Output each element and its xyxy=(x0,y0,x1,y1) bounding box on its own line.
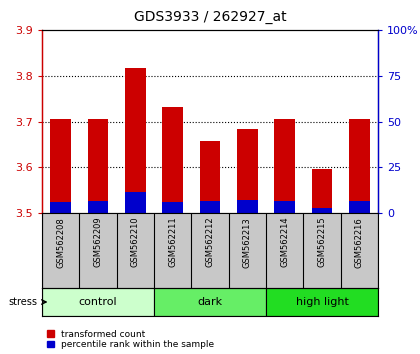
Bar xyxy=(349,201,370,213)
Bar xyxy=(200,201,220,213)
Text: GSM562211: GSM562211 xyxy=(168,217,177,267)
Bar xyxy=(42,288,154,316)
Bar xyxy=(266,288,378,316)
Bar xyxy=(50,119,71,213)
Bar xyxy=(163,107,183,213)
Text: GSM562215: GSM562215 xyxy=(318,217,326,267)
Bar xyxy=(163,202,183,213)
Text: dark: dark xyxy=(197,297,223,307)
Bar xyxy=(200,141,220,213)
Bar xyxy=(312,169,332,213)
Bar xyxy=(349,119,370,213)
Text: GSM562212: GSM562212 xyxy=(205,217,215,267)
Bar xyxy=(88,119,108,213)
Bar xyxy=(274,201,295,213)
Text: GSM562209: GSM562209 xyxy=(94,217,102,267)
Text: GSM562213: GSM562213 xyxy=(243,217,252,268)
Text: GSM562210: GSM562210 xyxy=(131,217,140,267)
Bar xyxy=(125,68,146,213)
Bar xyxy=(274,119,295,213)
Text: stress: stress xyxy=(9,297,38,307)
Bar xyxy=(125,192,146,213)
Text: GDS3933 / 262927_at: GDS3933 / 262927_at xyxy=(134,10,286,24)
Bar xyxy=(154,288,266,316)
Bar xyxy=(88,201,108,213)
Bar xyxy=(237,200,257,213)
Bar xyxy=(312,209,332,213)
Text: high light: high light xyxy=(296,297,349,307)
Text: GSM562208: GSM562208 xyxy=(56,217,65,268)
Text: GSM562214: GSM562214 xyxy=(280,217,289,267)
Bar xyxy=(237,129,257,213)
Text: GSM562216: GSM562216 xyxy=(355,217,364,268)
Text: control: control xyxy=(79,297,117,307)
Legend: transformed count, percentile rank within the sample: transformed count, percentile rank withi… xyxy=(47,330,214,349)
Bar xyxy=(50,202,71,213)
